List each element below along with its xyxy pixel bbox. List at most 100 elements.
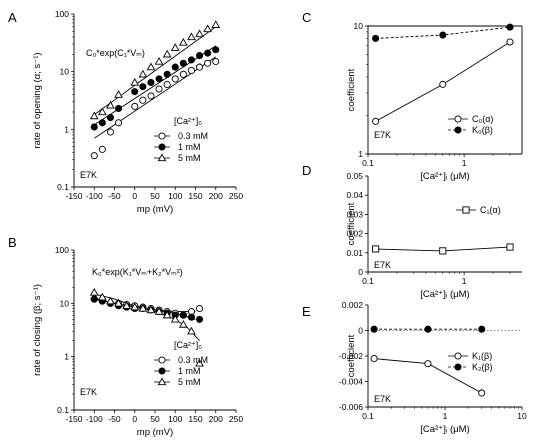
data-point [195,304,204,313]
data-point [98,119,106,127]
data-point [439,31,447,39]
data-point [130,77,140,86]
legend-label: 0.3 mM [178,355,208,365]
data-point [163,70,171,78]
y-tick-label: -0.004 [339,377,363,387]
series-2 [90,45,220,131]
data-point [146,305,156,314]
y-tick-label: 100 [55,9,69,19]
data-point [98,145,106,153]
legend-marker [454,363,462,371]
legend: K₁(β)K₂(β) [448,351,493,372]
x-tick-label: 100 [168,414,182,424]
data-point [506,243,514,251]
data-point [90,152,98,160]
data-point [170,43,180,51]
data-point [106,128,114,136]
panel-tag: E7K [80,170,97,180]
data-point [195,63,204,71]
fit-formula: K₀*exp(K₁*Vₘ+K₂*Vₘ²) [92,267,183,277]
x-tick-label: 150 [188,414,202,424]
legend-marker [157,153,167,162]
y-axis-label: coefficient [346,334,357,377]
x-axis-label: mp (mV) [137,427,173,438]
x-tick-label: -100 [86,414,103,424]
series-1 [90,56,220,160]
legend-marker [157,377,167,386]
data-point [179,59,187,67]
y-tick-label: 10 [354,21,364,31]
series-3 [89,287,204,367]
y-tick-label: 10 [60,67,70,77]
y-tick-label: -0.002 [339,351,363,361]
series-3 [89,20,221,120]
panel-letter: A [8,10,17,25]
x-tick-label: 0.1 [362,411,374,421]
data-point [178,320,188,328]
panel-a: A -150 -100 -50 0 50 100 150 200 250 0.1 1 10 100 mp (… [8,9,243,215]
x-tick-label: 250 [229,414,243,424]
panel-letter: D [302,163,311,178]
y-tick-label: 100 [55,245,69,255]
data-point [139,96,147,104]
data-point [171,63,179,71]
x-tick-label: -150 [65,191,82,201]
legend-label: 0.3 mM [178,131,208,141]
fit-line [94,45,217,126]
data-point [478,325,486,333]
x-tick-label: 50 [150,191,160,201]
x-tick-label: 0 [132,191,137,201]
fit-formula: C₀*exp(C₁*Vₘ) [86,48,145,58]
data-point [478,389,486,397]
data-point [170,314,180,323]
x-tick-label: 200 [209,191,223,201]
x-tick-label: 1 [443,411,448,421]
y-tick-label: 1 [358,149,363,159]
data-point [178,38,188,46]
fit-line [94,26,217,115]
x-axis-label: [Ca²⁺]ᵢ (μM) [420,171,469,182]
data-point [211,20,221,28]
legend-marker [158,356,166,364]
legend-label: 1 mM [178,142,201,152]
legend-label: C₀(α) [472,114,493,124]
legend-marker [454,126,462,134]
x-tick-label: 1 [462,158,467,168]
data-point [89,111,99,120]
legend-label: K₁(β) [472,351,492,361]
data-point [372,117,380,125]
data-point [203,24,213,33]
data-point [155,75,163,83]
panel-tag: E7K [374,260,391,270]
data-point [187,326,196,335]
data-point [187,313,195,321]
data-point [187,32,196,41]
x-tick-label: 250 [229,191,243,201]
data-point [195,29,204,38]
legend-marker [462,206,470,214]
y-tick-label: 0.03 [346,209,363,219]
legend: C₁(α) [456,205,501,215]
data-point [424,360,432,368]
data-point [106,296,115,305]
x-tick-label: 1 [462,276,467,286]
x-tick-label: 0.1 [362,158,374,168]
y-axis-label: coefficient [346,202,357,245]
panel-tag: E7K [80,387,97,397]
legend-label: K₀(β) [472,125,493,135]
legend-label: 1 mM [178,366,201,376]
panel-e: E 0.1 1 10 -0.006 -0.004 -0.002 0 0.002 [Ca²⁺]ᵢ (… [302,300,527,435]
data-point [154,307,164,315]
data-point [372,34,380,42]
data-point [204,59,212,67]
data-point [90,123,98,131]
data-point [370,354,378,363]
x-axis-label: mp (mV) [137,204,173,215]
legend-label: K₂(β) [472,362,493,372]
data-point [204,49,212,57]
y-tick-label: 0.02 [346,229,363,239]
data-point [370,325,378,333]
data-point [424,325,432,333]
y-tick-label: 0.05 [346,171,363,181]
legend-marker [454,352,462,360]
